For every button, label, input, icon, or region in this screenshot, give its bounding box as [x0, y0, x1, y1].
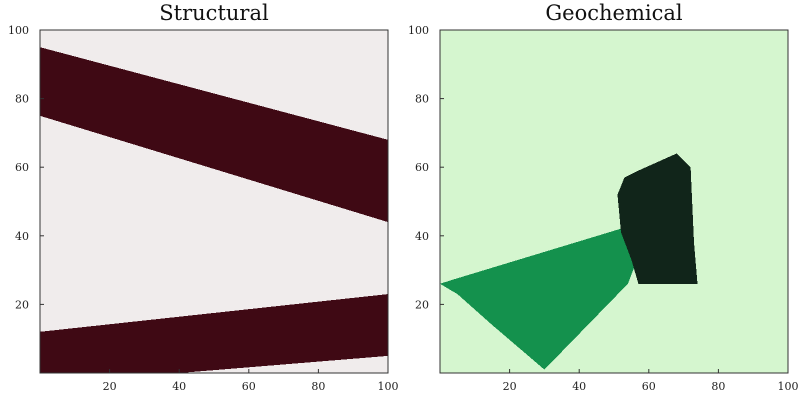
geochemical-x-tick-label: 60 [642, 380, 656, 393]
structural-x-tick-label: 20 [103, 380, 117, 393]
geochemical-y-tick-label: 60 [415, 161, 429, 174]
geochemical-x-tick-label: 100 [778, 380, 799, 393]
structural-title: Structural [159, 1, 269, 25]
structural-y-tick-label: 80 [15, 93, 29, 106]
geochemical-region-2 [617, 153, 698, 284]
structural-y-tick-label: 100 [8, 24, 29, 37]
geochemical-x-tick-label: 80 [711, 380, 725, 393]
structural-x-tick-label: 80 [311, 380, 325, 393]
structural-y-tick-label: 40 [15, 230, 29, 243]
geochemical-y-tick-label: 20 [415, 298, 429, 311]
structural-x-tick-label: 100 [378, 380, 399, 393]
structural-panel: Structural 20 40 60 80 100 20 40 60 80 100 [8, 1, 399, 393]
geochemical-y-tick-label: 80 [415, 93, 429, 106]
geochemical-x-tick-label: 20 [503, 380, 517, 393]
geochemical-region-1 [440, 225, 639, 370]
structural-plot-frame [39, 29, 389, 374]
structural-region-1 [40, 47, 388, 223]
geochemical-plot-frame [439, 29, 789, 374]
geochemical-x-tick-label: 40 [572, 380, 586, 393]
structural-y-tick-label: 20 [15, 298, 29, 311]
structural-x-tick-label: 60 [242, 380, 256, 393]
geochemical-y-tick-label: 100 [408, 24, 429, 37]
geochemical-panel: Geochemical 20 40 60 80 100 20 40 60 80 100 [408, 1, 799, 393]
geochemical-y-tick-label: 40 [415, 230, 429, 243]
geochemical-title: Geochemical [545, 1, 682, 25]
structural-region-2 [40, 294, 388, 373]
structural-y-tick-label: 60 [15, 161, 29, 174]
structural-x-tick-label: 40 [172, 380, 186, 393]
